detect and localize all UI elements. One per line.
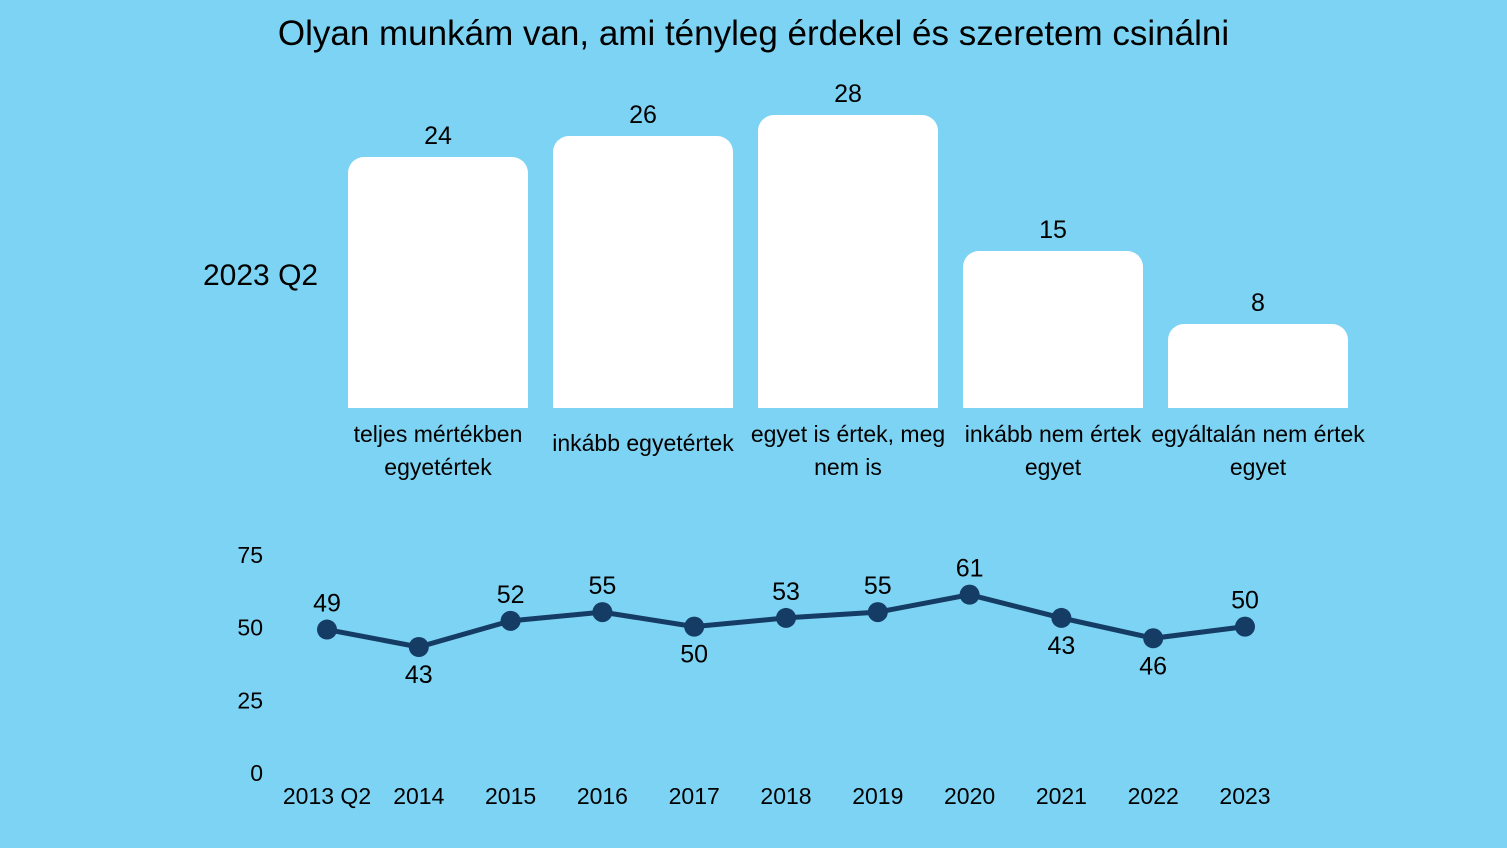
bar-category-label: inkább egyetértek xyxy=(513,418,773,456)
data-point-label: 50 xyxy=(680,641,708,669)
data-point-label: 55 xyxy=(864,572,892,600)
data-point-label: 46 xyxy=(1139,652,1167,680)
data-point-label: 55 xyxy=(588,572,616,600)
bar-category-line: egyáltalán nem értek xyxy=(1151,421,1365,447)
data-point xyxy=(1143,628,1164,649)
bar-category-label: teljes mértékben egyetértek xyxy=(308,418,568,484)
data-point xyxy=(1235,616,1255,637)
data-point-label: 61 xyxy=(956,555,984,583)
bar-value-label: 15 xyxy=(1039,216,1067,244)
bar-value-label: 28 xyxy=(834,80,862,108)
x-axis-tick-label: 2014 xyxy=(393,783,444,809)
bar-category-label: egyet is értek, meg nem is xyxy=(718,418,978,484)
line-chart: 75 50 25 0 2013 Q2 2014 2015 2016 2017 2018 2019 20… xyxy=(237,542,1270,809)
data-point-label: 43 xyxy=(405,661,433,689)
y-axis-tick-label: 75 xyxy=(237,542,263,568)
data-point-label: 53 xyxy=(772,578,800,606)
bar-value-label: 24 xyxy=(424,122,452,150)
bar-row-label: 2023 Q2 xyxy=(203,259,319,292)
bar-category-line: egyetértek xyxy=(384,454,492,480)
y-axis-tick-label: 25 xyxy=(237,687,263,713)
chart-title: Olyan munkám van, ami tényleg érdekel és… xyxy=(277,14,1230,53)
bar-category-line: nem is xyxy=(814,454,882,480)
data-point-label: 49 xyxy=(313,590,341,618)
x-axis-tick-label: 2022 xyxy=(1128,783,1179,809)
x-axis-tick-label: 2017 xyxy=(669,783,720,809)
data-point xyxy=(1051,607,1072,628)
data-point xyxy=(592,602,613,623)
data-point xyxy=(684,616,705,637)
bar-category-line: teljes mértékben xyxy=(353,421,523,447)
y-axis-tick-label: 0 xyxy=(250,760,263,786)
x-axis-tick-label: 2023 xyxy=(1219,783,1270,809)
x-axis-tick-label: 2015 xyxy=(485,783,536,809)
data-point-label: 50 xyxy=(1231,587,1259,615)
x-axis-tick-label: 2020 xyxy=(944,783,995,809)
bar-category-label: egyáltalán nem értek egyet xyxy=(1128,418,1388,484)
bar-category-line: inkább nem értek xyxy=(964,421,1142,447)
data-point xyxy=(500,610,521,631)
x-axis-tick-label: 2013 Q2 xyxy=(283,783,371,809)
data-point xyxy=(959,584,980,605)
bar-category-line: egyet xyxy=(1229,454,1287,480)
x-axis-tick-label: 2018 xyxy=(760,783,811,809)
y-axis-tick-label: 50 xyxy=(237,615,263,641)
bar-category-label: inkább nem értek egyet xyxy=(923,418,1183,484)
x-axis-tick-label: 2019 xyxy=(852,783,903,809)
bar xyxy=(963,251,1143,408)
bar xyxy=(348,157,528,408)
data-point xyxy=(776,607,796,628)
bar-category-line: egyet is értek, meg xyxy=(750,421,946,447)
data-point-label: 43 xyxy=(1047,632,1075,660)
bar-value-label: 8 xyxy=(1251,289,1265,317)
data-point xyxy=(867,602,888,623)
x-axis-tick-label: 2016 xyxy=(577,783,628,809)
bar-category-line: inkább egyetértek xyxy=(552,430,734,456)
bar-category-line: egyet xyxy=(1024,454,1082,480)
data-point-label: 52 xyxy=(497,581,525,609)
data-point xyxy=(317,619,337,640)
bar-value-label: 26 xyxy=(629,101,657,129)
data-point xyxy=(408,636,429,657)
bar xyxy=(1168,324,1348,408)
x-axis-tick-label: 2021 xyxy=(1036,783,1087,809)
bar xyxy=(758,115,938,408)
bar xyxy=(553,136,733,408)
